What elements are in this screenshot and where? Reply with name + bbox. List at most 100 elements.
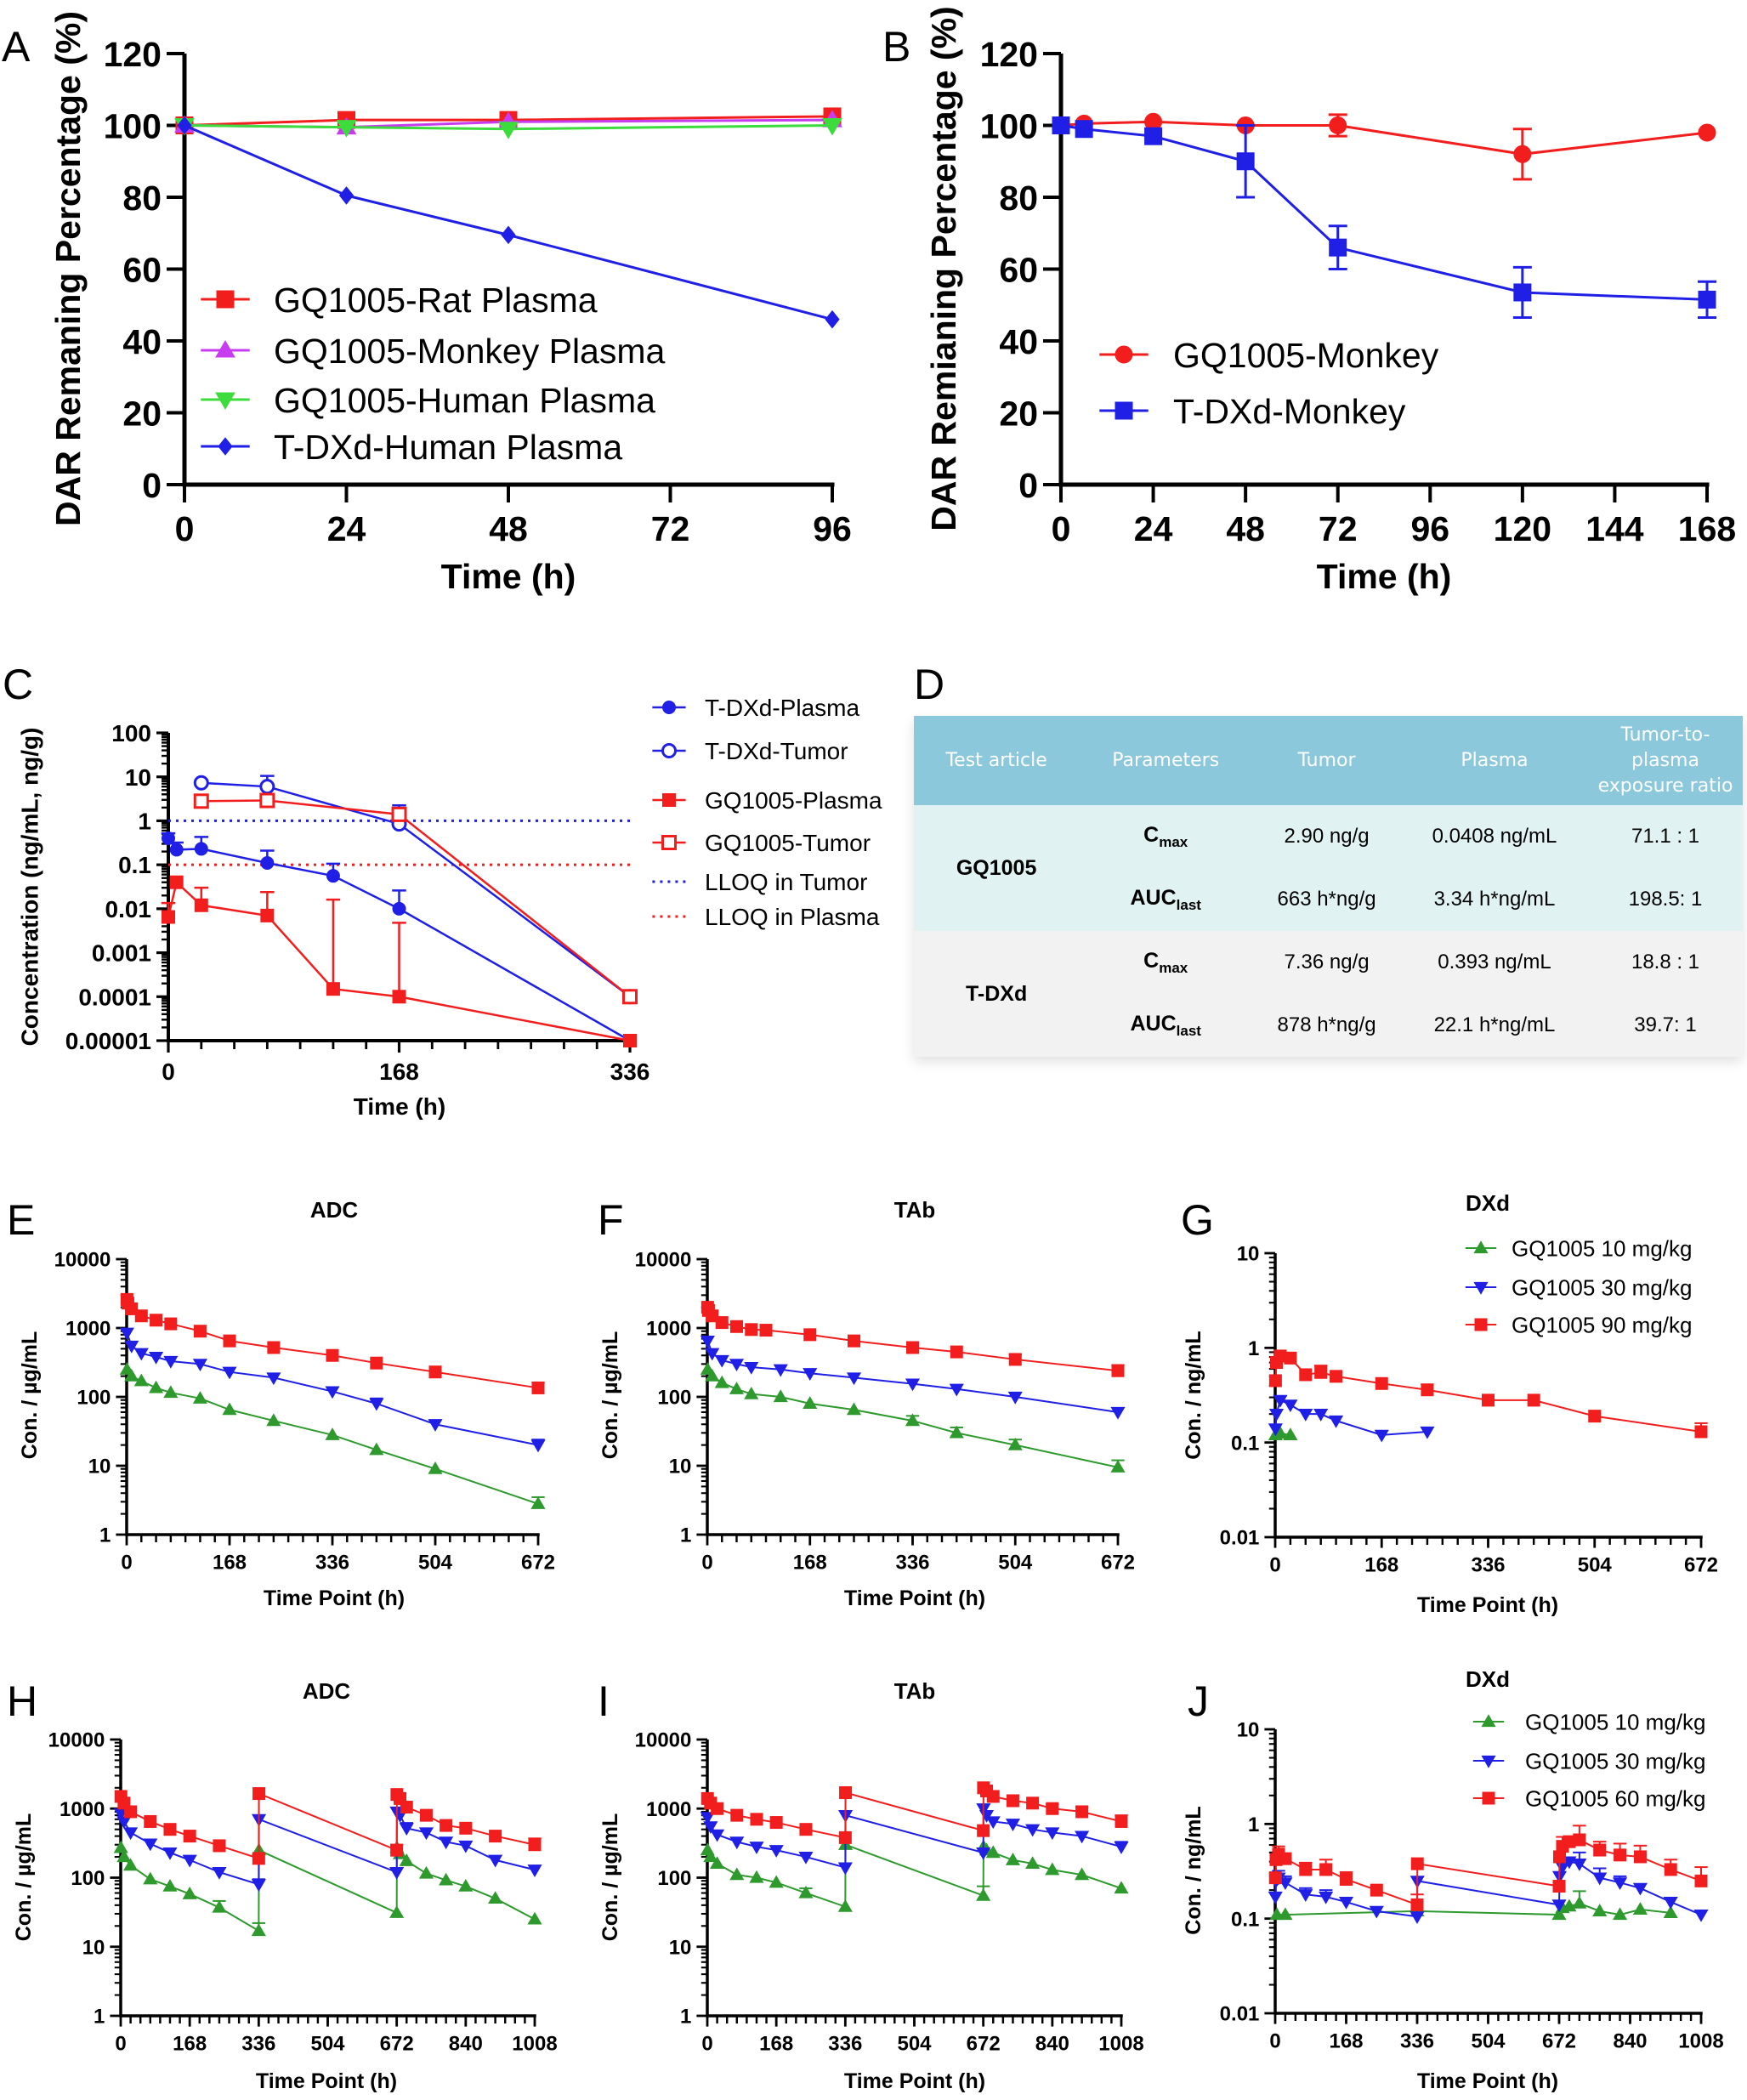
data-point — [1115, 1814, 1128, 1828]
data-point — [977, 1824, 990, 1837]
data-point — [133, 1373, 149, 1387]
data-point — [798, 1851, 814, 1864]
data-point — [1633, 1850, 1647, 1864]
data-point — [1410, 1911, 1425, 1925]
data-point — [182, 1854, 197, 1868]
data-point — [418, 1865, 434, 1879]
data-point — [1513, 283, 1532, 302]
data-point — [1410, 1898, 1424, 1911]
data-point — [162, 1847, 178, 1860]
data-point — [803, 1328, 817, 1342]
series-0 — [700, 1837, 1129, 1912]
panel-i: I TAb 0 168 336 504 672 840 1008 1 10 100 1000 10000 T… — [598, 1677, 1144, 2093]
data-point — [714, 1354, 729, 1368]
x-tick-label: 504 — [310, 2033, 345, 2056]
data-point — [623, 1034, 637, 1047]
data-point — [222, 1402, 237, 1416]
series-1 — [113, 1806, 542, 1893]
data-point — [905, 1413, 921, 1427]
legend-item: GQ1005-Tumor — [652, 830, 871, 856]
data-point — [1268, 1409, 1285, 1422]
x-tick-label: 0 — [175, 509, 195, 548]
x-axis-label: Time (h) — [1317, 557, 1452, 596]
y-tick-label: 100 — [104, 106, 162, 145]
data-point — [1592, 1872, 1608, 1886]
legend-label: GQ1005-Rat Plasma — [274, 281, 598, 320]
series-2 — [161, 875, 637, 1047]
data-point — [1329, 116, 1347, 134]
y-tick-label: 80 — [999, 179, 1038, 218]
data-point — [976, 1847, 991, 1860]
y-tick-label: 10 — [1237, 1243, 1260, 1266]
series-line — [1060, 124, 1708, 301]
data-point — [212, 1866, 227, 1880]
panel-j: J DXd 0 168 336 504 672 840 1008 0.01 0.1 1 10 Time P… — [1182, 1666, 1724, 2093]
y-tick-label: 0 — [142, 466, 162, 505]
panel-b: B 0 24 48 72 96 120 144 168 0 20 40 60 80 100 120 Time (… — [882, 6, 1736, 596]
y-tick-label: 0.01 — [1220, 2003, 1260, 2026]
data-point — [985, 1816, 1001, 1830]
data-point — [730, 1320, 743, 1333]
legend-label: LLOQ in Plasma — [705, 904, 880, 930]
data-point — [124, 1805, 138, 1819]
x-tick-label: 168 — [1364, 1554, 1398, 1577]
x-tick-label: 48 — [489, 509, 528, 548]
series-line — [1276, 1902, 1671, 1916]
y-tick-label: 0.01 — [105, 896, 152, 922]
panel-a: A 0 24 48 72 96 0 20 40 60 80 100 120 Time (h) DAR Rem… — [2, 11, 852, 596]
data-point — [390, 1843, 404, 1857]
series-1 — [1268, 1394, 1435, 1443]
y-axis-label: DAR Remianing Percentage (%) — [924, 6, 963, 531]
tumor-cell: 7.36 ng/g — [1252, 931, 1401, 994]
data-point — [949, 1383, 964, 1397]
y-tick-label: 100 — [77, 1387, 111, 1410]
data-point — [162, 910, 175, 924]
legend-item: GQ1005 30 mg/kg — [1465, 1274, 1692, 1300]
x-tick-label: 672 — [1684, 1554, 1718, 1577]
y-axis-label: Con. / ng/mL — [1182, 1331, 1205, 1459]
data-point — [418, 1827, 434, 1841]
y-tick-label: 1000 — [646, 1798, 691, 1821]
y-tick-label: 10 — [125, 764, 151, 791]
data-point — [1110, 1460, 1126, 1473]
data-point — [1513, 145, 1532, 163]
data-point — [1005, 1853, 1021, 1865]
data-point — [1007, 1391, 1023, 1405]
y-tick-label: 0.001 — [92, 940, 151, 967]
data-point — [1329, 238, 1347, 257]
legend-label: GQ1005 90 mg/kg — [1512, 1312, 1692, 1337]
y-tick-label: 10 — [82, 1936, 105, 1959]
data-point — [428, 1365, 442, 1379]
data-point — [134, 1309, 148, 1323]
legend-marker — [661, 835, 677, 850]
y-tick-label: 0.01 — [1220, 1527, 1260, 1550]
table-row: GQ1005 Cmax 2.90 ng/g 0.0408 ng/mL 71.1 … — [914, 805, 1743, 931]
data-point — [389, 1866, 405, 1880]
data-point — [1283, 1399, 1298, 1413]
x-tick-label: 72 — [1319, 509, 1358, 548]
data-point — [1329, 1415, 1344, 1428]
series-line — [1274, 1399, 1428, 1436]
data-point — [838, 1830, 852, 1844]
data-point — [163, 1385, 179, 1399]
legend-item: GQ1005 30 mg/kg — [1472, 1748, 1705, 1774]
data-point — [428, 1461, 443, 1474]
x-tick-label: 168 — [1678, 509, 1736, 548]
x-axis-label: Time Point (h) — [256, 2069, 397, 2093]
data-point — [326, 869, 340, 883]
data-point — [705, 1348, 720, 1361]
data-point — [1693, 1909, 1709, 1922]
legend-label: GQ1005-Human Plasma — [274, 381, 655, 420]
data-point — [1694, 1425, 1708, 1439]
data-point — [1075, 1805, 1089, 1819]
data-point — [1025, 1824, 1041, 1837]
legend-marker — [215, 340, 235, 358]
series-0 — [161, 831, 637, 1047]
data-point — [905, 1378, 921, 1392]
x-tick-label: 96 — [813, 509, 852, 548]
y-tick-label: 0.00001 — [65, 1028, 151, 1054]
y-tick-label: 100 — [71, 1867, 105, 1890]
tumor-cell: 878 h*ng/g — [1252, 994, 1401, 1057]
y-tick-label: 60 — [122, 250, 162, 289]
data-point — [1114, 1881, 1129, 1894]
